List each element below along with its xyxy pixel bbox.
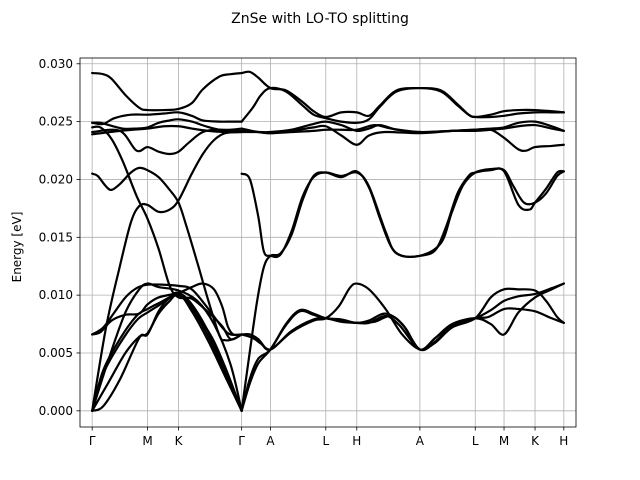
x-tick-label: Γ: [89, 434, 96, 448]
band-line-10: [91, 291, 243, 412]
y-tick-label: 0.000: [39, 404, 73, 418]
band-line-19: [240, 307, 565, 352]
y-axis-ticks: 0.000 0.005 0.010 0.015 0.020 0.025 0.030: [39, 57, 80, 418]
y-tick-label: 0.025: [39, 115, 73, 129]
band-line-11: [91, 128, 243, 156]
band-line-17: [240, 282, 565, 412]
x-tick-label: H: [559, 434, 568, 448]
x-tick-label: L: [472, 434, 479, 448]
y-tick-label: 0.010: [39, 288, 73, 302]
y-tick-label: 0.005: [39, 346, 73, 360]
band-line-9: [91, 125, 243, 341]
band-line-15: [91, 71, 243, 112]
band-line-22: [240, 124, 565, 152]
x-tick-label: Γ: [238, 434, 245, 448]
band-line-1: [91, 293, 243, 412]
band-line-7: [91, 130, 243, 412]
y-tick-label: 0.015: [39, 230, 73, 244]
plot-frame: [79, 57, 577, 428]
band-lines: [91, 70, 565, 412]
x-tick-label: K: [175, 434, 184, 448]
band-line-8: [91, 166, 243, 342]
band-line-14: [91, 111, 243, 126]
band-line-24: [240, 123, 565, 135]
y-axis-label: Energy [eV]: [10, 212, 24, 283]
x-tick-label: L: [322, 434, 329, 448]
x-tick-label: A: [266, 434, 275, 448]
x-tick-label: H: [352, 434, 361, 448]
band-line-13: [91, 118, 243, 132]
y-tick-label: 0.030: [39, 57, 73, 71]
x-tick-label: K: [531, 434, 540, 448]
x-tick-label: M: [499, 434, 509, 448]
x-tick-label: M: [142, 434, 152, 448]
band-line-16: [240, 282, 565, 412]
band-line-26: [240, 70, 565, 119]
y-tick-label: 0.020: [39, 172, 73, 186]
chart-title: ZnSe with LO-TO splitting: [231, 11, 409, 27]
band-line-12: [91, 124, 243, 136]
x-tick-label: A: [416, 434, 425, 448]
band-line-2: [91, 292, 243, 412]
band-line-21: [240, 167, 565, 259]
